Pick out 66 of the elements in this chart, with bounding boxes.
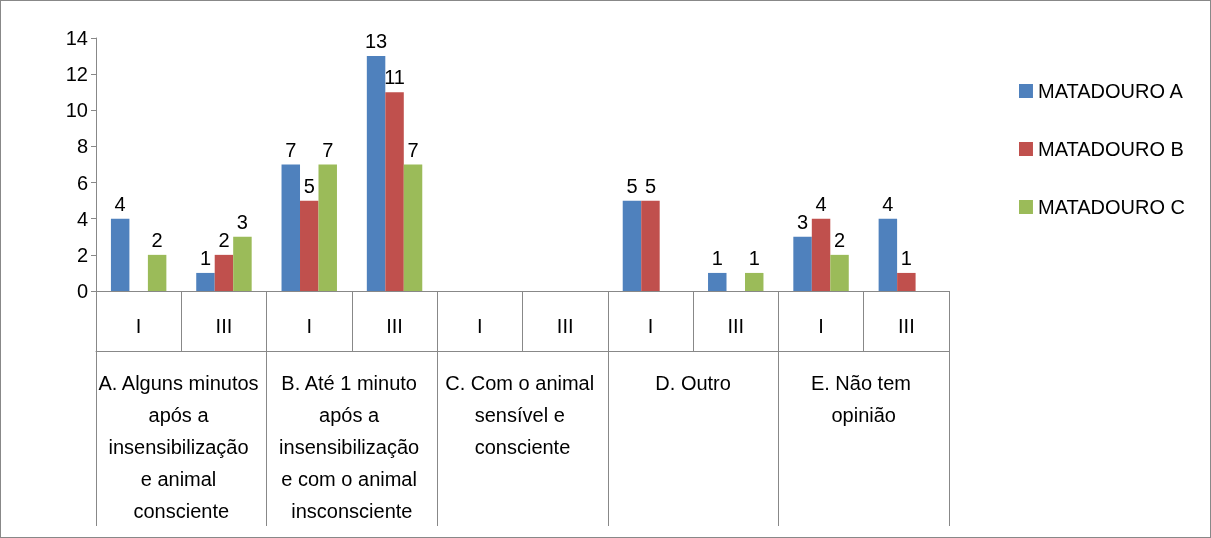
data-label: 1	[748, 246, 760, 269]
bar	[403, 164, 423, 291]
bar	[300, 200, 319, 291]
data-label: 5	[626, 174, 638, 197]
data-label: 3	[797, 210, 809, 233]
bar	[385, 92, 404, 291]
data-label: 7	[407, 138, 419, 161]
bar	[366, 56, 386, 291]
data-label: 13	[364, 30, 388, 53]
bar	[281, 164, 301, 291]
x-tick-label: III	[386, 315, 403, 337]
data-label: 7	[322, 138, 334, 161]
y-tick-label: 14	[65, 27, 88, 49]
data-label: 3	[236, 210, 248, 233]
y-tick-label: 8	[76, 135, 88, 158]
legend-label: MATADOURO C	[1037, 196, 1185, 218]
data-label: 1	[711, 246, 723, 269]
x-tick-label: I	[647, 315, 654, 337]
bar	[878, 218, 898, 291]
text: C. Com o animal sensível e consciente	[445, 372, 600, 458]
bar	[830, 254, 849, 291]
data-label: 5	[303, 174, 315, 197]
text: E. Não tem opinião	[810, 372, 917, 426]
y-tick-label: 2	[76, 243, 88, 266]
x-tick-label: III	[727, 315, 745, 337]
x-tick-label: I	[477, 315, 483, 337]
data-label: 4	[114, 192, 126, 215]
data-label: 4	[815, 192, 827, 215]
bar	[110, 218, 130, 291]
x-tick-label: I	[306, 315, 313, 337]
data-label: 4	[882, 192, 894, 215]
text: A. Alguns minutos após a insensibilização e animal consciente	[98, 372, 265, 522]
data-label: 2	[151, 228, 163, 251]
bar	[793, 236, 812, 291]
y-tick-label: 12	[65, 63, 88, 86]
bar	[897, 272, 916, 291]
bar	[811, 218, 831, 291]
bar	[318, 164, 337, 291]
legend-label: MATADOURO B	[1037, 138, 1184, 160]
bar	[214, 254, 234, 291]
bar	[708, 272, 727, 291]
y-tick-label: 4	[76, 207, 88, 230]
x-tick-label: III	[215, 315, 233, 337]
data-label: 2	[833, 228, 846, 251]
x-tick-label: III	[898, 315, 915, 337]
data-label: 2	[218, 228, 230, 251]
text: D. Outro	[655, 372, 731, 394]
data-label: 7	[285, 138, 297, 161]
bar	[744, 272, 764, 291]
bar	[622, 200, 642, 291]
y-tick-label: 0	[76, 280, 88, 302]
bar	[196, 272, 215, 291]
y-tick-label: 10	[65, 99, 88, 122]
data-label: 1	[900, 246, 912, 269]
y-tick-label: 6	[76, 171, 88, 194]
data-label: 1	[199, 246, 212, 269]
bar	[147, 254, 167, 291]
x-tick-label: III	[556, 315, 574, 337]
text: B. Até 1 minuto após a insensibilização e com o animal insconsciente	[279, 372, 425, 522]
data-label: 11	[384, 66, 405, 89]
x-tick-label: I	[135, 315, 142, 337]
x-tick-label: I	[818, 315, 824, 337]
data-label: 5	[644, 174, 657, 197]
bar	[641, 200, 660, 291]
legend-label: MATADOURO A	[1037, 80, 1184, 102]
bar	[233, 236, 252, 291]
